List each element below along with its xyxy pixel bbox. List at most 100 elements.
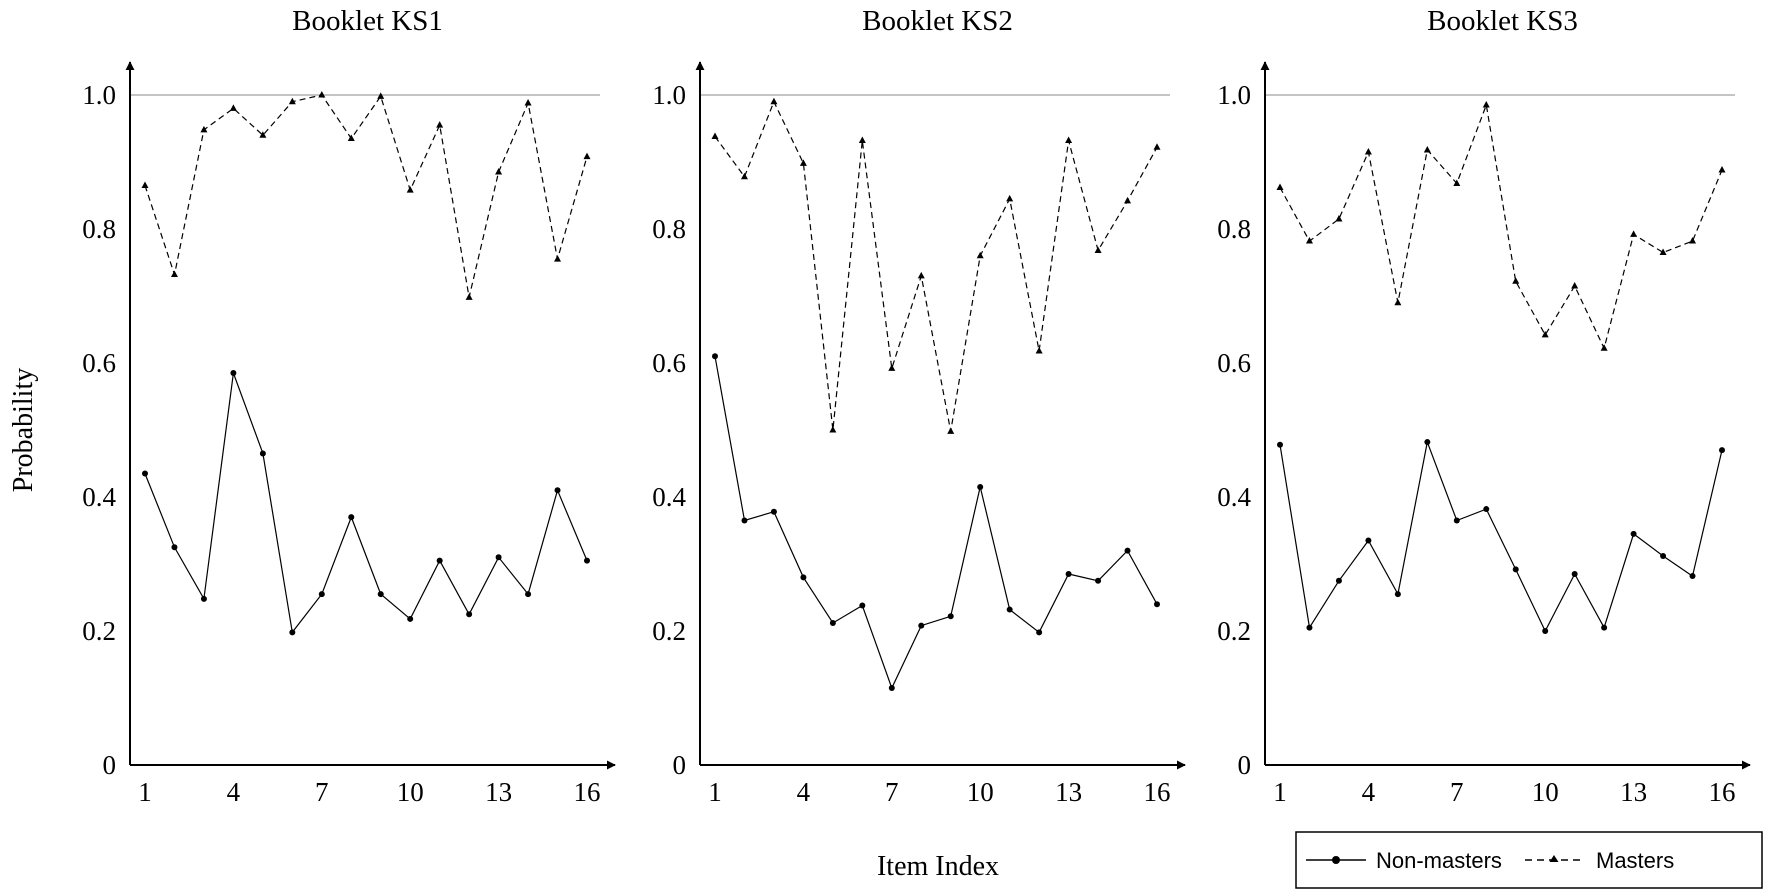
x-tick-label-ks1: 13: [485, 777, 512, 807]
point-non-masters-ks3: [1453, 517, 1460, 524]
panel-title-ks3: Booklet KS3: [1427, 5, 1578, 37]
series-line-non-masters-ks3: [1279, 439, 1723, 633]
y-tick-label-ks2: 0.2: [652, 616, 686, 646]
point-masters-ks3: [1600, 344, 1608, 351]
x-tick-label-ks1: 1: [138, 777, 152, 807]
point-non-masters-ks3: [1424, 439, 1431, 446]
point-non-masters-ks1: [407, 615, 414, 622]
point-masters-ks3: [1394, 298, 1402, 306]
point-non-masters-ks2: [800, 574, 807, 581]
y-tick-label-ks1: 0.4: [82, 482, 116, 512]
point-masters-ks3: [1276, 183, 1284, 190]
legend-label-masters: Masters: [1596, 848, 1674, 873]
point-non-masters-ks2: [712, 353, 718, 360]
point-non-masters-ks2: [770, 508, 777, 515]
point-masters-ks1: [465, 293, 473, 300]
series-line-masters-ks2: [714, 100, 1158, 432]
point-masters-ks1: [347, 134, 355, 142]
point-non-masters-ks3: [1542, 628, 1549, 634]
point-non-masters-ks3: [1277, 441, 1283, 448]
point-masters-ks2: [1094, 246, 1102, 253]
point-masters-ks2: [1006, 194, 1014, 202]
y-tick-label-ks2: 0: [673, 750, 687, 780]
point-masters-ks2: [888, 364, 896, 371]
point-masters-ks2: [770, 97, 778, 105]
x-tick-label-ks3: 4: [1362, 777, 1376, 807]
point-masters-ks3: [1364, 147, 1372, 155]
y-axis-label: Probability: [8, 368, 39, 492]
point-non-masters-ks2: [918, 622, 925, 629]
point-non-masters-ks3: [1394, 591, 1401, 598]
y-tick-label-ks1: 0.2: [82, 616, 116, 646]
point-non-masters-ks1: [495, 554, 502, 561]
y-tick-label-ks3: 0.2: [1217, 616, 1251, 646]
series-line-masters-ks3: [1279, 102, 1723, 351]
point-masters-ks3: [1718, 166, 1726, 173]
point-non-masters-ks1: [584, 557, 590, 564]
point-non-masters-ks1: [318, 591, 325, 598]
point-non-masters-ks2: [1065, 571, 1072, 578]
point-masters-ks1: [170, 270, 178, 278]
point-non-masters-ks1: [525, 591, 532, 598]
legend-label-non-masters: Non-masters: [1376, 848, 1502, 873]
point-non-masters-ks1: [348, 514, 355, 521]
point-masters-ks2: [917, 271, 925, 279]
point-non-masters-ks2: [741, 517, 748, 524]
point-non-masters-ks1: [289, 629, 296, 636]
panel-title-ks1: Booklet KS1: [292, 5, 443, 37]
x-tick-label-ks2: 16: [1144, 777, 1171, 807]
point-non-masters-ks2: [977, 483, 984, 490]
point-non-masters-ks3: [1601, 624, 1608, 631]
point-non-masters-ks2: [947, 613, 954, 620]
series-line-masters-ks1: [144, 94, 588, 298]
point-non-masters-ks2: [1124, 547, 1131, 554]
legend: Non-masters Masters: [1295, 831, 1763, 889]
point-masters-ks3: [1512, 277, 1520, 284]
point-masters-ks3: [1482, 101, 1490, 108]
point-masters-ks2: [976, 251, 984, 259]
point-masters-ks1: [141, 181, 149, 188]
point-non-masters-ks3: [1689, 573, 1696, 580]
point-masters-ks2: [799, 159, 807, 166]
point-masters-ks3: [1453, 179, 1461, 186]
point-masters-ks2: [1065, 136, 1073, 144]
y-tick-label-ks3: 0.4: [1217, 482, 1251, 512]
point-masters-ks1: [288, 97, 296, 105]
point-masters-ks1: [200, 125, 208, 133]
point-non-masters-ks1: [142, 470, 148, 477]
panel-booklet-ks1: Booklet KS1 0 0.2 0.4 0.6 0.8 1.0 1 4 7 10 13 16: [82, 5, 616, 807]
point-non-masters-ks2: [888, 684, 895, 691]
y-tick-label-ks2: 1.0: [652, 80, 686, 110]
legend-marker-masters: [1549, 855, 1559, 862]
y-tick-label-ks2: 0.8: [652, 214, 686, 244]
y-tick-label-ks1: 0.6: [82, 348, 116, 378]
x-tick-label-ks2: 1: [708, 777, 722, 807]
point-masters-ks1: [229, 104, 237, 111]
x-axis-label: Item Index: [877, 851, 999, 882]
point-masters-ks1: [377, 92, 385, 99]
point-non-masters-ks3: [1630, 530, 1637, 537]
point-masters-ks3: [1335, 214, 1343, 222]
y-tick-label-ks2: 0.6: [652, 348, 686, 378]
point-masters-ks3: [1305, 237, 1313, 244]
point-non-masters-ks1: [259, 450, 266, 457]
point-masters-ks1: [259, 131, 267, 138]
x-tick-label-ks1: 7: [315, 777, 329, 807]
point-non-masters-ks2: [829, 619, 836, 626]
y-tick-label-ks3: 0.8: [1217, 214, 1251, 244]
point-masters-ks1: [524, 99, 532, 106]
point-non-masters-ks3: [1719, 447, 1725, 454]
point-non-masters-ks2: [1095, 577, 1102, 584]
point-non-masters-ks1: [200, 595, 207, 602]
x-tick-label-ks1: 10: [397, 777, 424, 807]
point-masters-ks1: [318, 91, 326, 98]
legend-marker-non-masters: [1332, 856, 1340, 864]
point-non-masters-ks2: [1154, 601, 1160, 608]
point-masters-ks2: [740, 172, 748, 180]
point-non-masters-ks2: [859, 602, 866, 609]
point-non-masters-ks1: [230, 370, 237, 377]
series-line-non-masters-ks1: [144, 372, 588, 634]
point-non-masters-ks1: [171, 544, 178, 551]
point-non-masters-ks3: [1306, 624, 1313, 631]
